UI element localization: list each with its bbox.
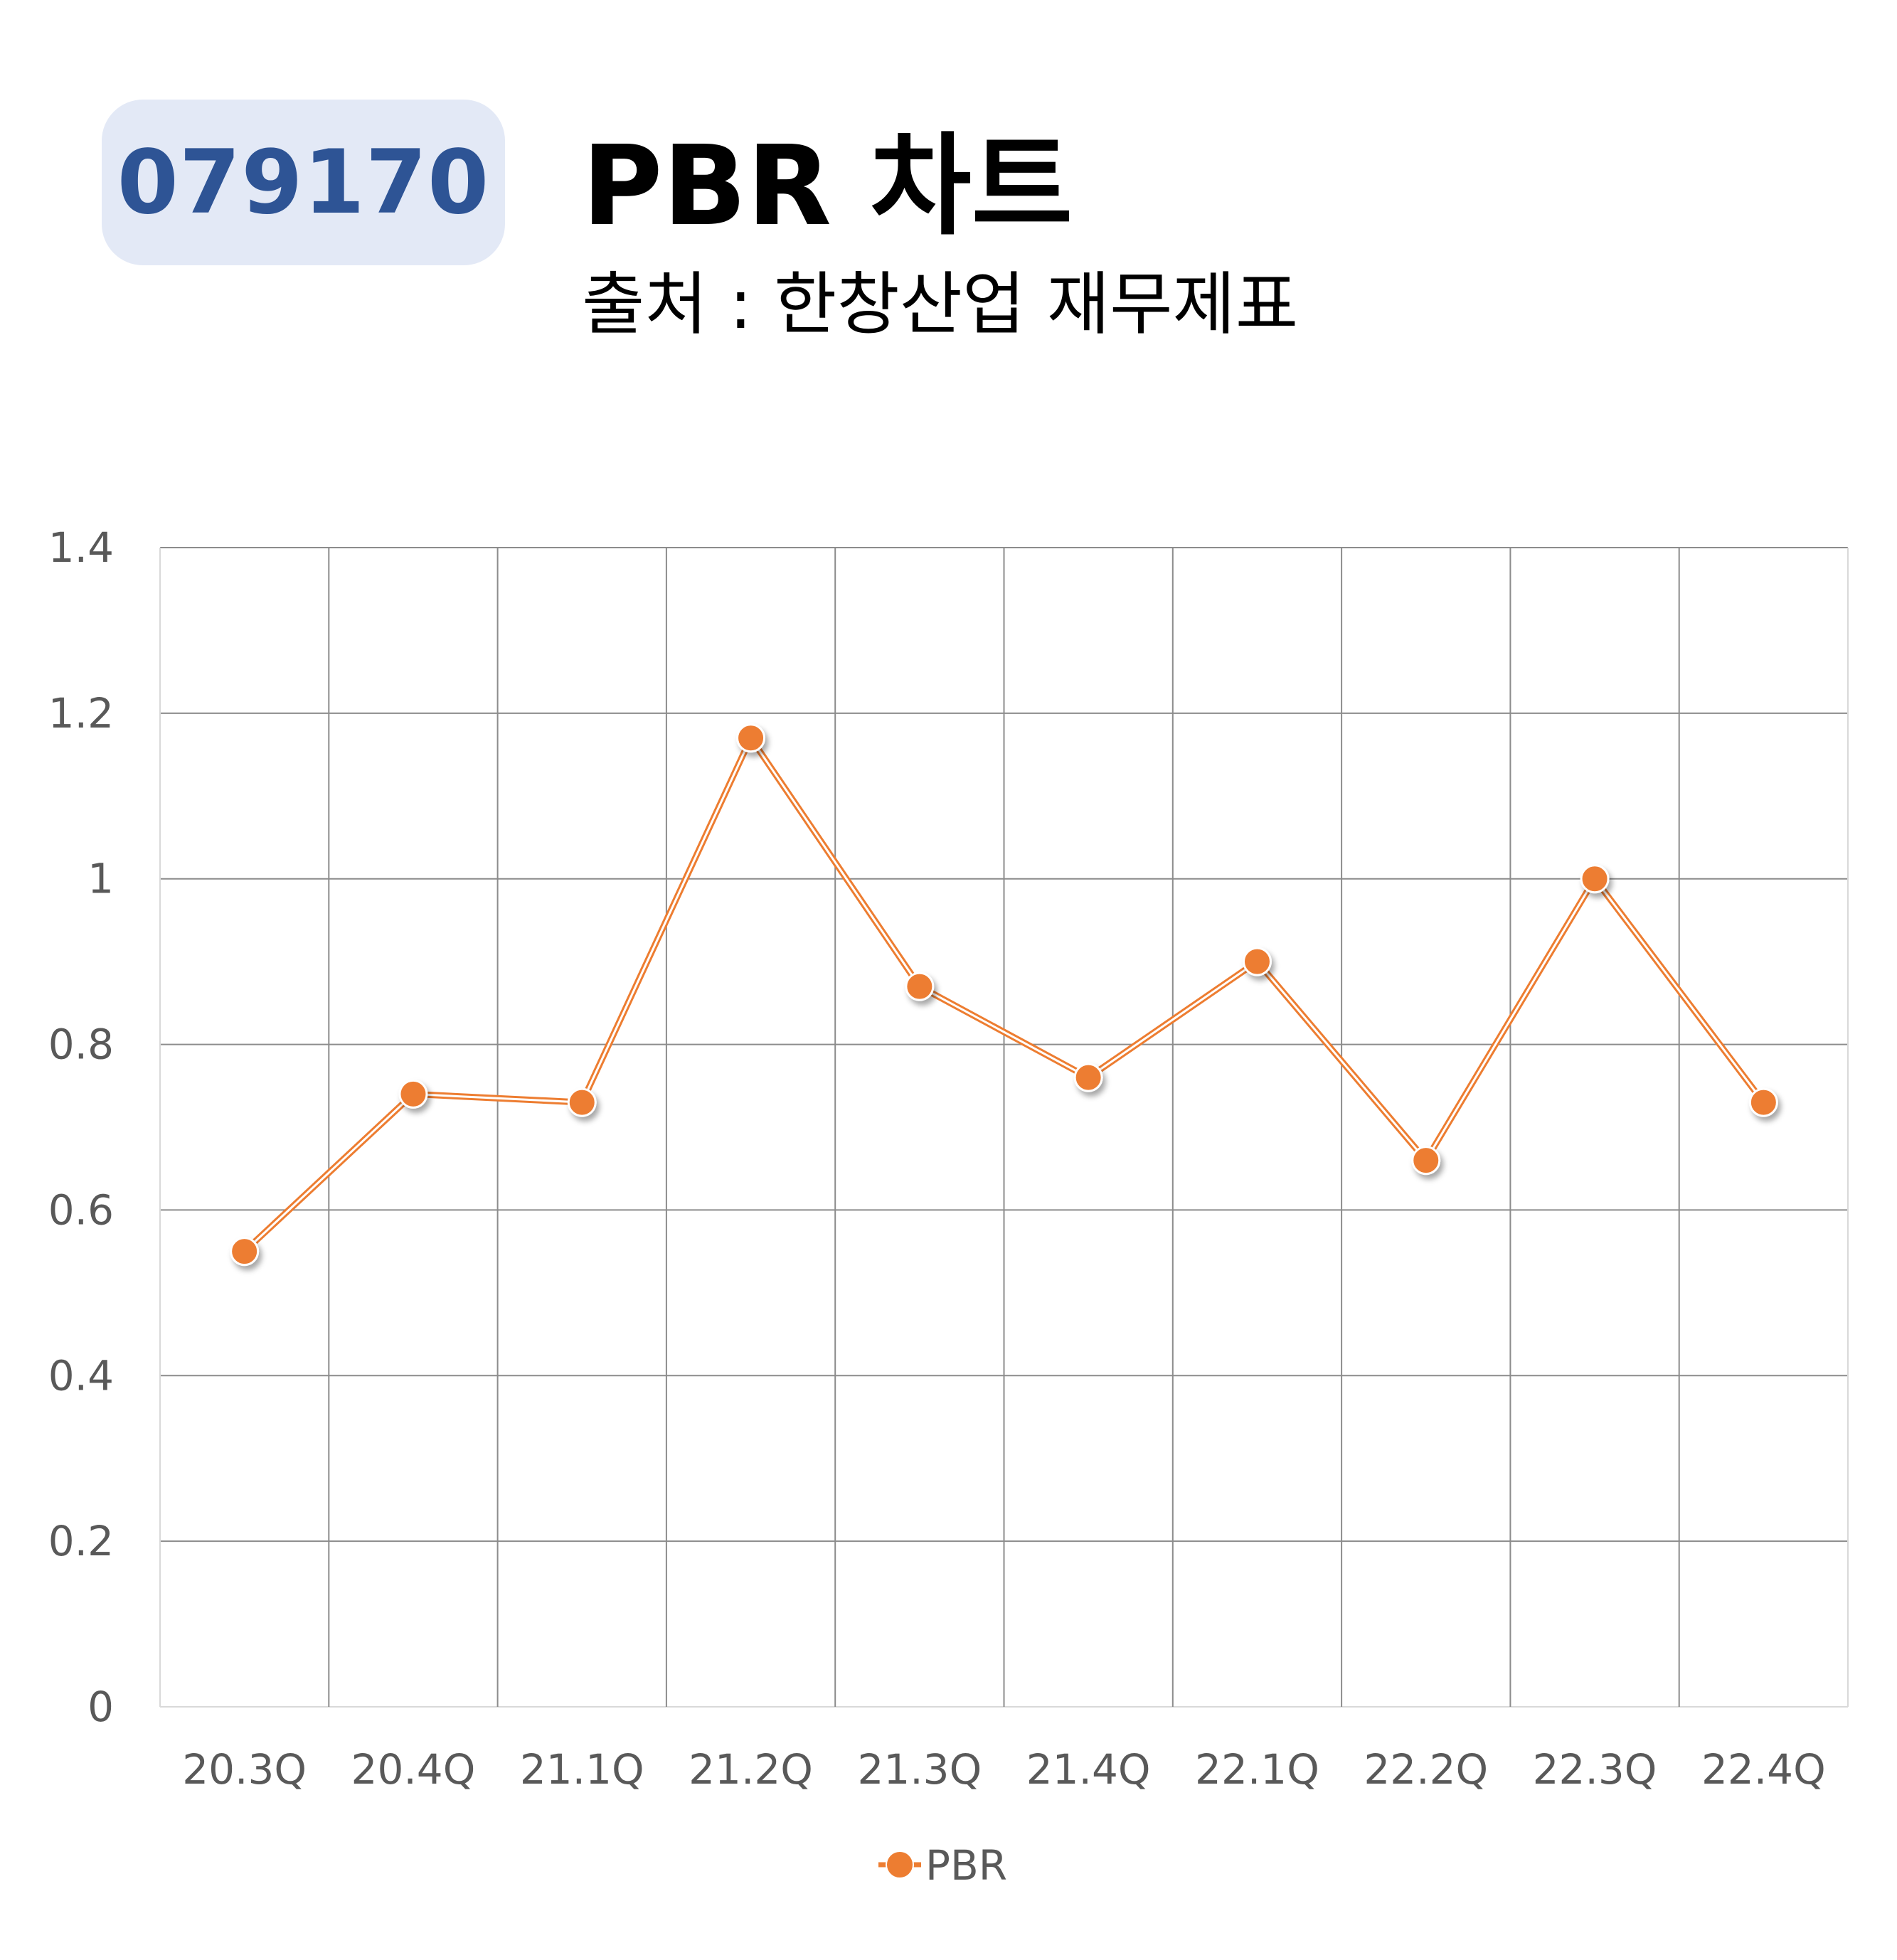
series-pbr bbox=[230, 723, 1778, 1267]
x-tick-label: 21.1Q bbox=[520, 1745, 644, 1794]
y-tick-label: 0 bbox=[87, 1683, 114, 1731]
chart-title: PBR 차트 bbox=[582, 122, 1073, 250]
x-tick-label: 20.3Q bbox=[182, 1745, 307, 1794]
series-line-inner bbox=[243, 737, 1765, 1252]
chart-subtitle: 출처 : 한창산업 재무제표 bbox=[582, 265, 1299, 344]
data-point bbox=[567, 1087, 597, 1117]
data-point bbox=[1242, 947, 1272, 976]
y-tick-label: 0.6 bbox=[48, 1186, 114, 1234]
x-tick-label: 22.3Q bbox=[1533, 1745, 1657, 1794]
data-point bbox=[736, 723, 766, 753]
x-tick-label: 21.4Q bbox=[1026, 1745, 1151, 1794]
y-tick-label: 0.2 bbox=[48, 1517, 114, 1565]
x-axis: 20.3Q 20.4Q 21.1Q 21.2Q 21.3Q 21.4Q 22.1Q 22.2Q… bbox=[182, 1745, 1825, 1794]
ticker-code: 079170 bbox=[117, 131, 490, 234]
data-point bbox=[398, 1079, 428, 1109]
x-tick-label: 20.4Q bbox=[351, 1745, 476, 1794]
data-point bbox=[1748, 1087, 1778, 1117]
data-point bbox=[1073, 1062, 1103, 1092]
legend: PBR bbox=[878, 1841, 1007, 1890]
ticker-badge: 079170 bbox=[102, 100, 505, 265]
data-point bbox=[230, 1237, 260, 1267]
y-tick-label: 1 bbox=[87, 855, 114, 903]
chart-grid bbox=[159, 547, 1849, 1708]
data-point bbox=[1411, 1146, 1441, 1176]
legend-label: PBR bbox=[925, 1841, 1007, 1890]
data-point bbox=[1580, 864, 1610, 894]
x-tick-label: 22.4Q bbox=[1701, 1745, 1826, 1794]
y-tick-label: 1.2 bbox=[48, 689, 114, 737]
x-tick-label: 22.1Q bbox=[1195, 1745, 1319, 1794]
x-tick-label: 21.3Q bbox=[857, 1745, 982, 1794]
y-tick-label: 0.8 bbox=[48, 1021, 114, 1069]
y-axis: 0 0.2 0.4 0.6 0.8 1 1.2 1.4 bbox=[48, 523, 114, 1731]
y-tick-label: 0.4 bbox=[48, 1351, 114, 1400]
y-tick-label: 1.4 bbox=[48, 523, 114, 572]
x-tick-label: 21.2Q bbox=[689, 1745, 813, 1794]
x-tick-label: 22.2Q bbox=[1364, 1745, 1488, 1794]
legend-marker bbox=[886, 1850, 914, 1879]
data-point bbox=[905, 971, 935, 1001]
